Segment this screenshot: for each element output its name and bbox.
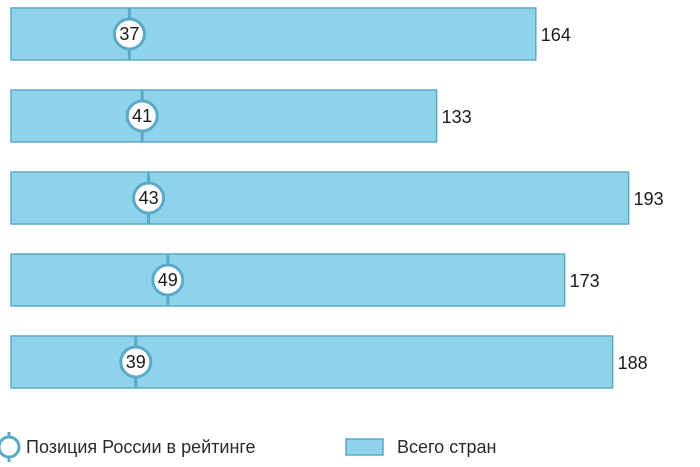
rank-marker-1 [112,17,146,51]
legend-item-total: Всего стран [345,432,496,462]
bar-total-3 [10,171,630,225]
legend-item-position: Позиция России в рейтинге [0,432,256,462]
legend-label-position: Позиция России в рейтинге [26,436,256,457]
rank-marker-5 [119,345,153,379]
bar-total-5 [10,335,614,389]
bar-total-4 [10,253,566,307]
bar-total-value-label-4: 173 [570,271,600,291]
position-marker-icon [0,432,21,462]
bar-total-1 [10,7,537,61]
rank-marker-label-4: 49 [158,270,178,290]
bar-total-value-label-1: 164 [541,25,571,45]
rank-marker-4 [151,263,185,297]
bar-swatch-icon [345,438,384,456]
rank-marker-label-3: 43 [139,188,159,208]
bar-total-value-label-5: 188 [618,353,648,373]
rank-marker-2 [125,99,159,133]
rank-marker-label-1: 37 [119,24,139,44]
rank-marker-label-5: 39 [126,352,146,372]
bar-total-value-label-3: 193 [634,189,664,209]
rank-marker-3 [132,181,166,215]
bars-layer: 164 37 133 41 193 43 173 49 188 39 [10,7,664,389]
rank-marker-label-2: 41 [132,106,152,126]
bar-total-2 [10,89,438,143]
legend: Позиция России в рейтинге Всего стран [0,432,700,462]
legend-label-total: Всего стран [397,436,497,457]
bar-total-value-label-2: 133 [442,107,472,127]
